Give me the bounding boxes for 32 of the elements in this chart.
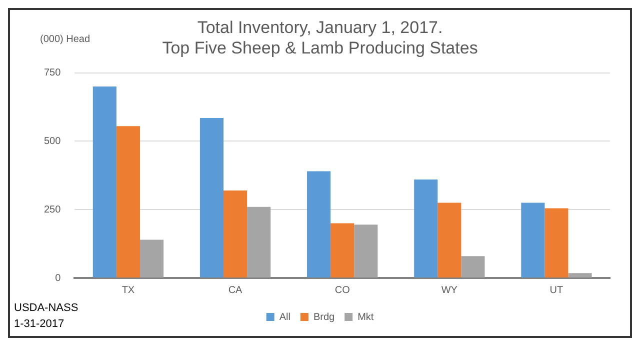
bar xyxy=(92,86,116,278)
y-tick-label: 250 xyxy=(44,204,62,216)
x-tick-label: CA xyxy=(228,284,243,296)
legend-label: Mkt xyxy=(358,312,374,323)
bar xyxy=(544,208,568,278)
x-tick-label: UT xyxy=(550,284,564,296)
y-axis-title: (000) Head xyxy=(40,34,90,45)
y-tick-label: 750 xyxy=(44,68,62,79)
bar xyxy=(461,256,485,278)
bar xyxy=(354,224,378,278)
bar xyxy=(247,206,271,278)
x-tick-label: TX xyxy=(122,284,135,296)
y-tick-label: 0 xyxy=(55,272,62,284)
text: 1-31-2017 xyxy=(14,317,66,332)
bar xyxy=(224,190,248,278)
bar xyxy=(568,273,592,278)
bar xyxy=(140,240,164,278)
x-tick-label: WY xyxy=(441,284,458,296)
text: USDA-NASS xyxy=(14,301,78,316)
bar xyxy=(521,202,545,278)
bar xyxy=(116,126,140,278)
bar xyxy=(414,180,438,278)
chart-subtitle: Top Five Sheep & Lamb Producing States xyxy=(162,38,478,58)
chart-title: Total Inventory, January 1, 2017. xyxy=(197,18,443,37)
bar xyxy=(330,223,354,278)
bar xyxy=(200,118,224,278)
legend-label: Brdg xyxy=(313,312,335,323)
bar xyxy=(438,202,462,278)
y-tick-label: 500 xyxy=(44,136,62,147)
legend-label: All xyxy=(279,312,290,323)
x-tick-label: CO xyxy=(334,284,350,296)
bar xyxy=(307,171,331,278)
